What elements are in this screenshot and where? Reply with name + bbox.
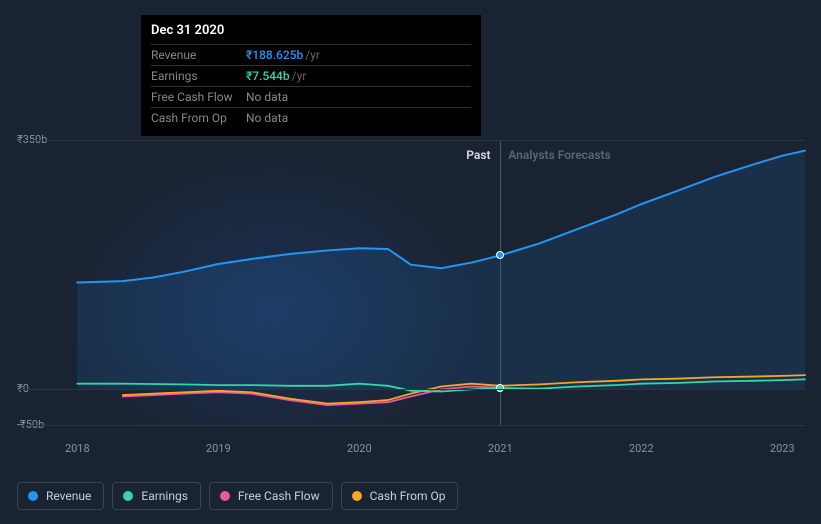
x-axis-label: 2022 bbox=[629, 442, 654, 455]
legend-swatch bbox=[352, 491, 362, 501]
legend-item[interactable]: Revenue bbox=[17, 482, 104, 510]
legend-item[interactable]: Earnings bbox=[112, 482, 201, 510]
earnings-chart: Past Analysts Forecasts ₹350b₹0-₹50b2018… bbox=[17, 120, 805, 470]
gridline bbox=[17, 425, 805, 426]
gridline bbox=[17, 389, 805, 390]
series-area bbox=[77, 151, 805, 390]
legend-swatch bbox=[123, 491, 133, 501]
x-axis-label: 2020 bbox=[347, 442, 372, 455]
cursor-line bbox=[500, 140, 501, 425]
x-axis-label: 2018 bbox=[65, 442, 90, 455]
tooltip-rows: Revenue₹188.625b/yrEarnings₹7.544b/yrFre… bbox=[151, 45, 471, 128]
tooltip-row-label: Free Cash Flow bbox=[151, 90, 246, 104]
legend-label: Free Cash Flow bbox=[238, 489, 320, 503]
x-axis-label: 2021 bbox=[488, 442, 513, 455]
legend-swatch bbox=[220, 491, 230, 501]
x-axis-label: 2023 bbox=[770, 442, 795, 455]
legend-label: Earnings bbox=[141, 489, 188, 503]
cursor-marker bbox=[496, 251, 504, 259]
tooltip-row: Free Cash FlowNo data bbox=[151, 87, 471, 108]
tooltip-date: Dec 31 2020 bbox=[151, 23, 471, 45]
chart-lines bbox=[47, 140, 805, 425]
tooltip-row: Revenue₹188.625b/yr bbox=[151, 45, 471, 66]
tooltip-row-value: No data bbox=[246, 90, 288, 104]
tooltip-row-value: No data bbox=[246, 111, 288, 125]
x-axis-label: 2019 bbox=[206, 442, 231, 455]
legend-label: Revenue bbox=[46, 489, 91, 503]
tooltip-row-value: ₹188.625b/yr bbox=[246, 48, 320, 62]
chart-legend: Revenue Earnings Free Cash Flow Cash From O… bbox=[17, 482, 458, 510]
tooltip-row-value: ₹7.544b/yr bbox=[246, 69, 306, 83]
cursor-marker bbox=[496, 384, 504, 392]
legend-swatch bbox=[28, 491, 38, 501]
tooltip-row-label: Earnings bbox=[151, 69, 246, 83]
tooltip-row-label: Revenue bbox=[151, 48, 246, 62]
chart-tooltip: Dec 31 2020 Revenue₹188.625b/yrEarnings₹… bbox=[141, 15, 481, 136]
gridline bbox=[17, 140, 805, 141]
tooltip-row-label: Cash From Op bbox=[151, 111, 246, 125]
legend-item[interactable]: Free Cash Flow bbox=[209, 482, 333, 510]
legend-label: Cash From Op bbox=[370, 489, 446, 503]
tooltip-row: Earnings₹7.544b/yr bbox=[151, 66, 471, 87]
legend-item[interactable]: Cash From Op bbox=[341, 482, 459, 510]
tooltip-row: Cash From OpNo data bbox=[151, 108, 471, 128]
plot-area[interactable] bbox=[47, 140, 805, 425]
